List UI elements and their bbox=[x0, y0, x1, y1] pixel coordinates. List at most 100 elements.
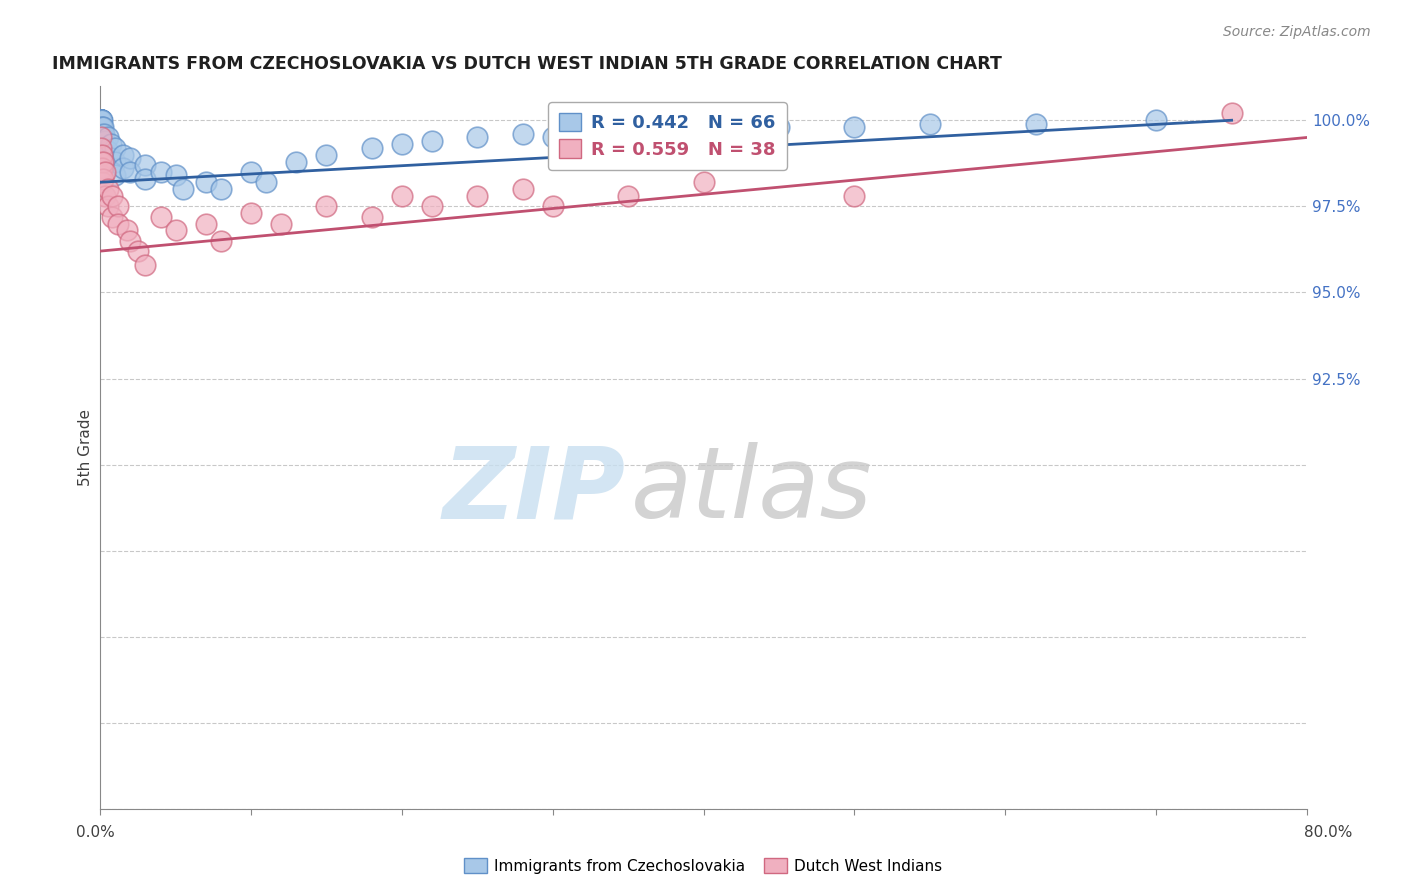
Point bbox=[360, 210, 382, 224]
Point bbox=[844, 189, 866, 203]
Point bbox=[90, 141, 112, 155]
Point bbox=[91, 154, 114, 169]
Point bbox=[90, 113, 112, 128]
Point bbox=[617, 127, 640, 141]
Point bbox=[101, 189, 124, 203]
Point bbox=[90, 175, 112, 189]
Point bbox=[90, 120, 112, 135]
Text: 0.0%: 0.0% bbox=[76, 825, 115, 840]
Point bbox=[1144, 113, 1167, 128]
Point bbox=[541, 130, 564, 145]
Point bbox=[149, 210, 172, 224]
Point bbox=[120, 151, 142, 165]
Point bbox=[254, 175, 277, 189]
Point bbox=[209, 234, 232, 248]
Point bbox=[149, 165, 172, 179]
Point bbox=[1024, 117, 1046, 131]
Point bbox=[134, 171, 156, 186]
Point bbox=[97, 182, 120, 196]
Point bbox=[117, 223, 139, 237]
Point bbox=[93, 154, 115, 169]
Point bbox=[90, 113, 112, 128]
Point bbox=[104, 154, 127, 169]
Point bbox=[360, 141, 382, 155]
Point bbox=[512, 127, 534, 141]
Point bbox=[391, 137, 413, 152]
Point bbox=[134, 258, 156, 272]
Point bbox=[90, 113, 112, 128]
Point bbox=[91, 113, 114, 128]
Point bbox=[315, 199, 337, 213]
Text: atlas: atlas bbox=[631, 442, 873, 540]
Point bbox=[91, 137, 114, 152]
Point bbox=[93, 141, 115, 155]
Point bbox=[91, 120, 114, 135]
Text: Source: ZipAtlas.com: Source: ZipAtlas.com bbox=[1223, 25, 1371, 39]
Point bbox=[91, 120, 114, 135]
Point bbox=[240, 165, 263, 179]
Point bbox=[100, 151, 122, 165]
Point bbox=[104, 169, 127, 183]
Point bbox=[111, 161, 134, 176]
Point bbox=[172, 182, 194, 196]
Point bbox=[134, 158, 156, 172]
Point bbox=[100, 137, 122, 152]
Point bbox=[662, 123, 685, 137]
Point bbox=[94, 147, 117, 161]
Point bbox=[93, 165, 115, 179]
Point bbox=[285, 154, 308, 169]
Point bbox=[844, 120, 866, 135]
Point bbox=[165, 223, 187, 237]
Point bbox=[101, 210, 124, 224]
Point bbox=[104, 141, 127, 155]
Point bbox=[120, 165, 142, 179]
Point bbox=[467, 130, 489, 145]
Point bbox=[90, 113, 112, 128]
Point bbox=[1220, 106, 1243, 120]
Point bbox=[90, 154, 112, 169]
Point bbox=[617, 189, 640, 203]
Point bbox=[91, 171, 114, 186]
Point bbox=[90, 113, 112, 128]
Y-axis label: 5th Grade: 5th Grade bbox=[79, 409, 93, 486]
Point bbox=[420, 134, 443, 148]
Point bbox=[467, 189, 489, 203]
Text: 80.0%: 80.0% bbox=[1305, 825, 1353, 840]
Point bbox=[90, 113, 112, 128]
Point bbox=[194, 217, 217, 231]
Point bbox=[209, 182, 232, 196]
Point bbox=[91, 130, 114, 145]
Point bbox=[127, 244, 149, 259]
Point bbox=[165, 169, 187, 183]
Text: ZIP: ZIP bbox=[443, 442, 626, 540]
Point bbox=[107, 217, 129, 231]
Point bbox=[111, 147, 134, 161]
Legend: R = 0.442   N = 66, R = 0.559   N = 38: R = 0.442 N = 66, R = 0.559 N = 38 bbox=[548, 102, 787, 169]
Point bbox=[90, 127, 112, 141]
Point bbox=[90, 113, 112, 128]
Point bbox=[90, 161, 112, 176]
Point bbox=[90, 113, 112, 128]
Point bbox=[90, 169, 112, 183]
Point bbox=[90, 113, 112, 128]
Point bbox=[194, 175, 217, 189]
Point bbox=[120, 234, 142, 248]
Point bbox=[391, 189, 413, 203]
Point bbox=[107, 199, 129, 213]
Point bbox=[692, 175, 714, 189]
Point bbox=[240, 206, 263, 220]
Point bbox=[692, 123, 714, 137]
Point bbox=[91, 127, 114, 141]
Text: IMMIGRANTS FROM CZECHOSLOVAKIA VS DUTCH WEST INDIAN 5TH GRADE CORRELATION CHART: IMMIGRANTS FROM CZECHOSLOVAKIA VS DUTCH … bbox=[52, 55, 1002, 73]
Point bbox=[93, 189, 115, 203]
Point bbox=[90, 130, 112, 145]
Point bbox=[90, 113, 112, 128]
Point bbox=[91, 141, 114, 155]
Point bbox=[541, 199, 564, 213]
Point bbox=[93, 127, 115, 141]
Point bbox=[97, 130, 120, 145]
Point bbox=[91, 154, 114, 169]
Point bbox=[97, 145, 120, 159]
Point bbox=[90, 113, 112, 128]
Point bbox=[90, 147, 112, 161]
